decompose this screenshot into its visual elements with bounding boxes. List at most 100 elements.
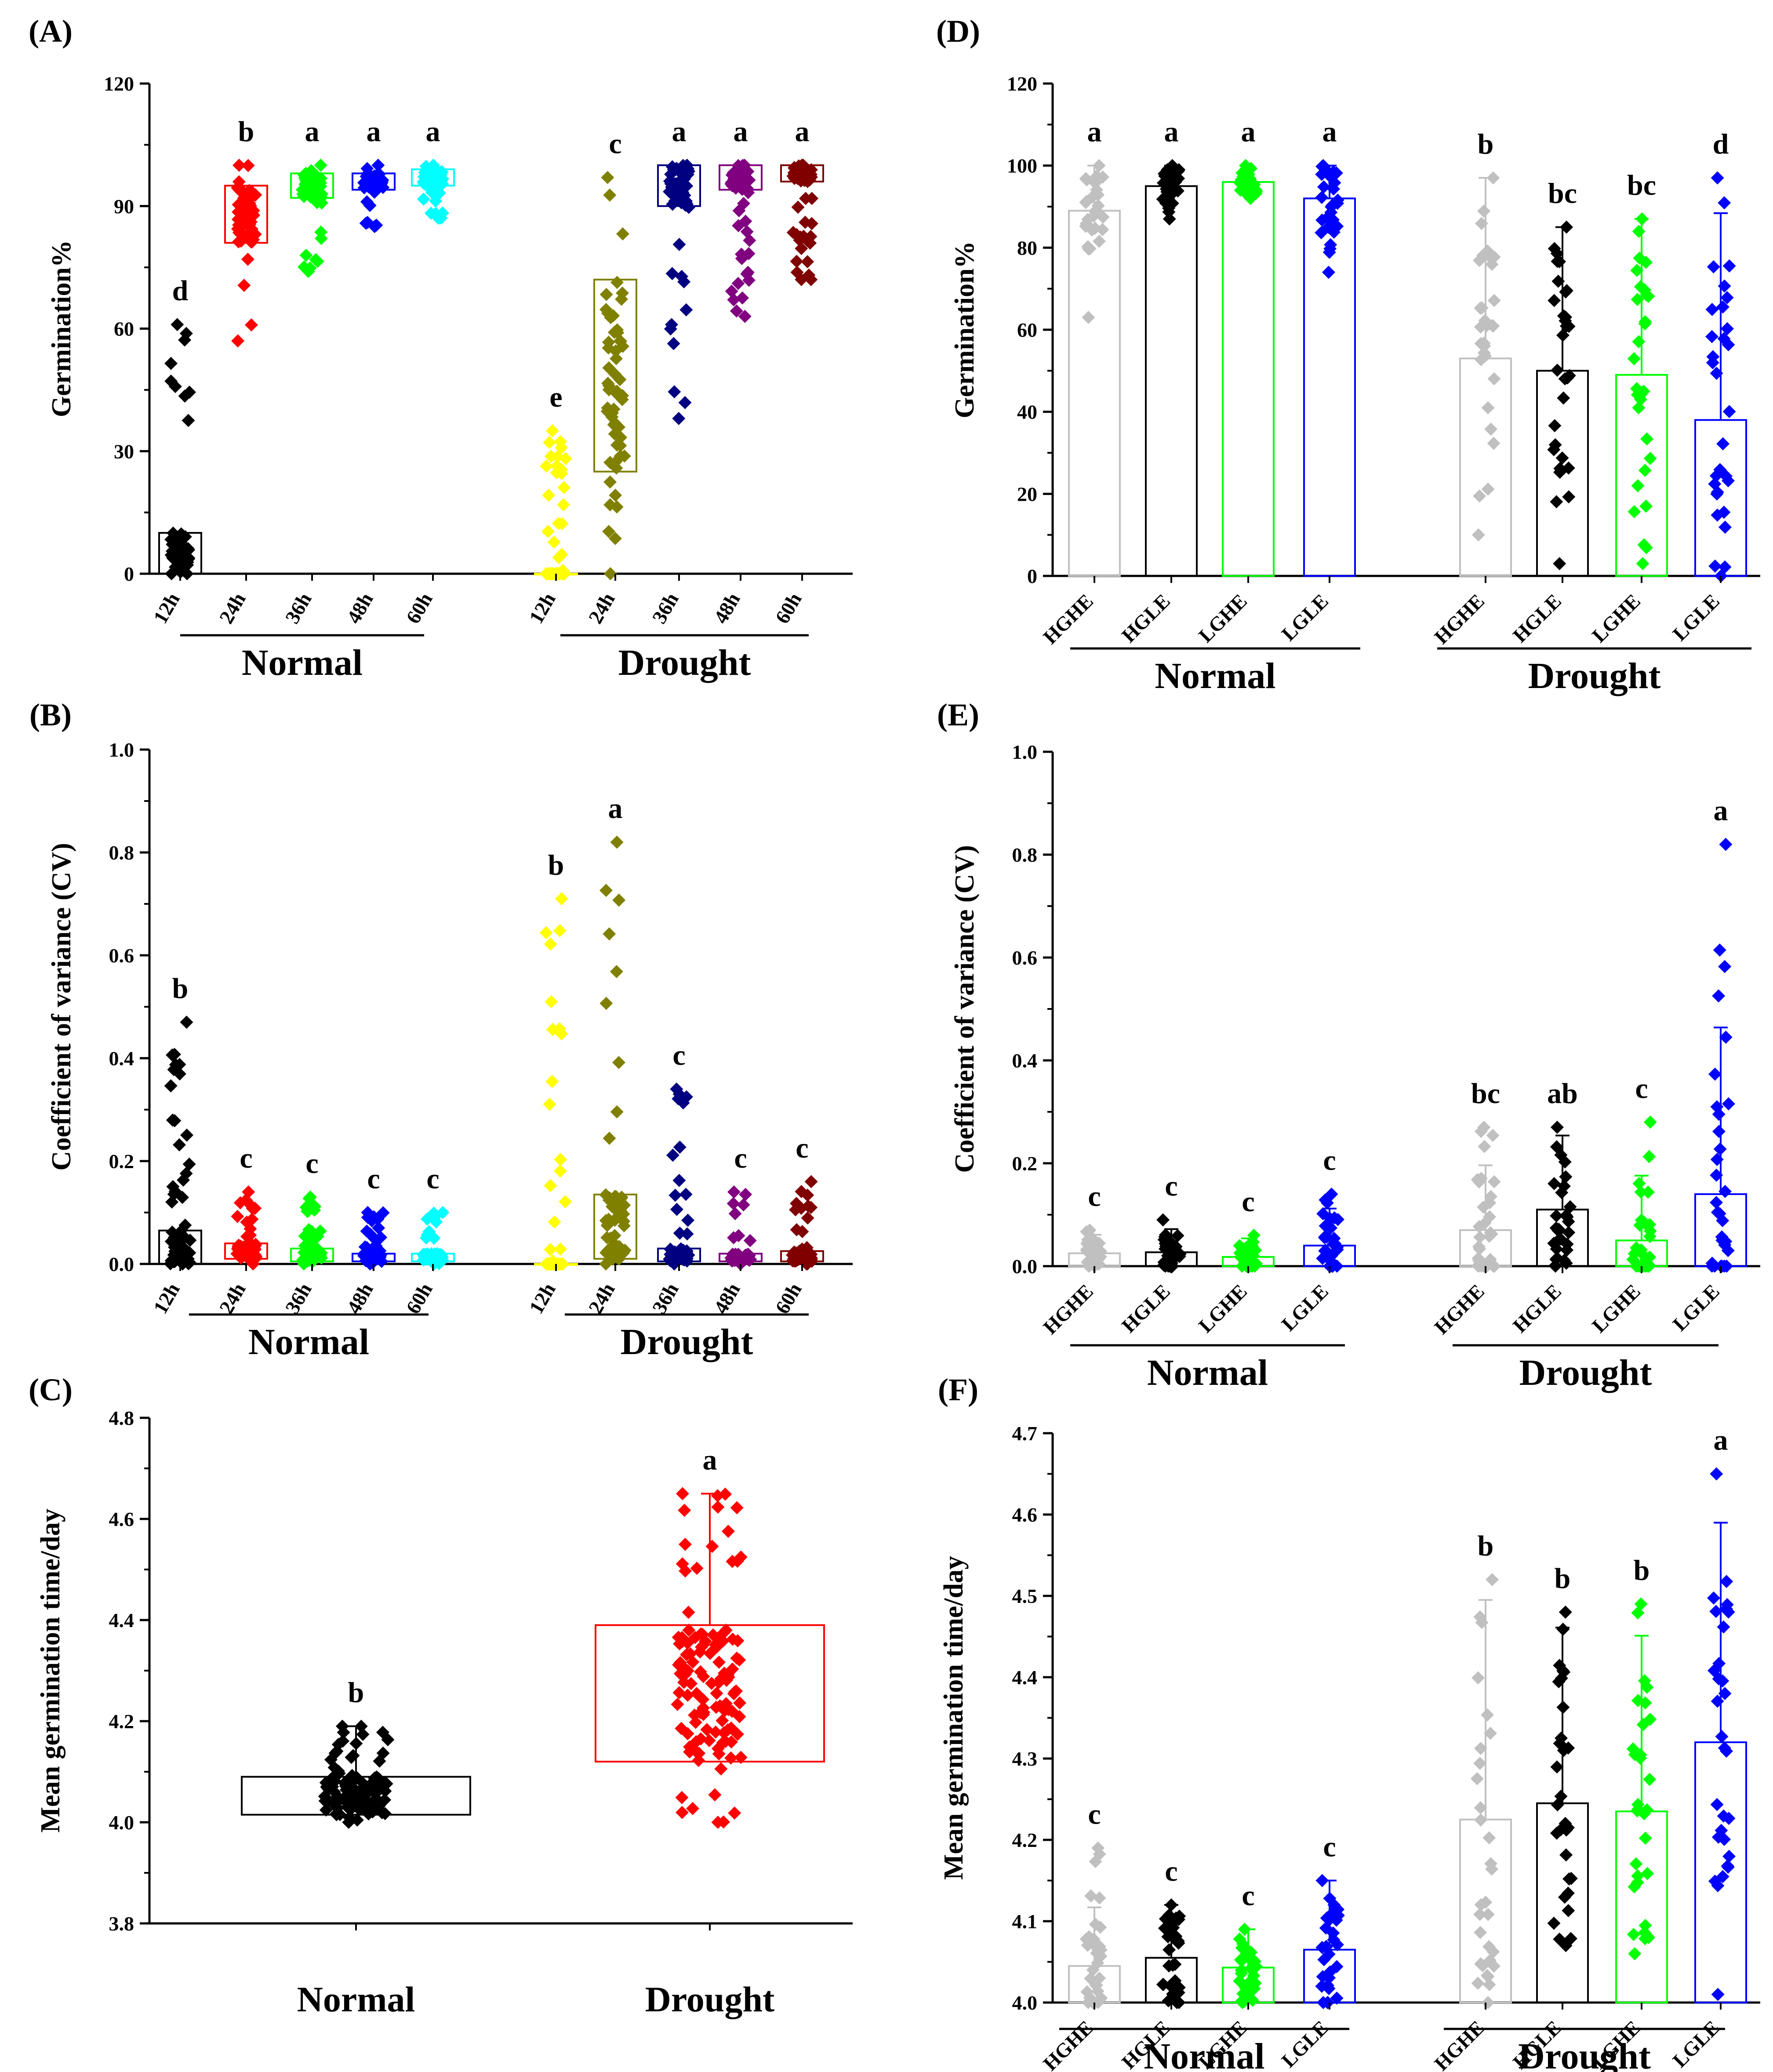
category-label: 36h: [281, 1279, 316, 1318]
data-point: [1474, 1957, 1487, 1971]
data-point: [547, 535, 561, 549]
panel-label: (A): [29, 14, 73, 49]
data-point: [672, 1174, 686, 1187]
data-point: [1555, 451, 1569, 465]
data-point: [180, 1128, 194, 1142]
data-point: [174, 1235, 187, 1249]
data-point: [694, 1706, 707, 1719]
category-label: 48h: [709, 1279, 745, 1318]
data-point: [1487, 1959, 1501, 1973]
data-point: [1089, 203, 1103, 217]
data-point: [545, 1074, 559, 1088]
data-point: [710, 1686, 723, 1700]
category-label: 48h: [342, 589, 378, 628]
data-point: [1159, 1912, 1172, 1926]
data-point: [681, 1727, 694, 1741]
data-point: [1642, 289, 1655, 303]
bar: [1145, 185, 1198, 577]
data-point: [1471, 1977, 1485, 1990]
data-point: [682, 1624, 696, 1637]
data-point: [603, 567, 617, 580]
category-label: HGHE: [1430, 1280, 1489, 1339]
data-point: [730, 304, 743, 318]
data-point: [1249, 183, 1263, 197]
data-point: [165, 1225, 179, 1239]
data-point: [1561, 371, 1574, 385]
data-point: [1315, 226, 1328, 240]
data-point: [1628, 1947, 1642, 1960]
data-point: [1632, 401, 1646, 415]
data-point: [737, 1198, 750, 1212]
data-point: [300, 176, 313, 189]
data-point: [1473, 1231, 1487, 1244]
data-point: [1318, 1231, 1331, 1245]
significance-letter: a: [795, 116, 810, 148]
data-point: [1481, 1996, 1495, 2009]
data-point: [1707, 1664, 1721, 1678]
data-point: [1483, 1726, 1497, 1740]
data-point: [793, 233, 807, 247]
series-normal-hgle: c HGLE: [1117, 1170, 1198, 1337]
data-point: [719, 1697, 733, 1711]
data-point: [617, 1207, 630, 1221]
panel-a: (A) 0 30 60 90 120 Germination% d 12h b 24h a 36h a 48…: [29, 14, 853, 683]
data-point: [1556, 1701, 1570, 1714]
data-point: [182, 414, 195, 427]
data-point: [733, 1696, 747, 1710]
data-point: [1483, 250, 1497, 264]
data-point: [1557, 391, 1570, 405]
data-point: [610, 438, 624, 452]
series-drought-hghe: b HGHE: [1430, 128, 1512, 648]
data-point: [1474, 1801, 1487, 1815]
data-point: [801, 1247, 814, 1261]
data-point: [1478, 1216, 1492, 1230]
data-point: [790, 1197, 803, 1210]
data-point: [1168, 1958, 1182, 1971]
data-point: [1486, 171, 1500, 185]
data-point: [705, 1677, 719, 1690]
data-point: [675, 1806, 689, 1819]
data-point: [731, 1254, 745, 1268]
group-label: Drought: [621, 1322, 753, 1362]
data-point: [671, 1697, 684, 1711]
data-point: [1551, 364, 1564, 377]
category-label: 12h: [525, 1279, 560, 1318]
data-point: [1711, 1205, 1724, 1219]
data-point: [1094, 1920, 1107, 1934]
data-point: [424, 207, 438, 220]
data-point: [352, 1802, 366, 1816]
series-normal-lghe: a LGHE: [1194, 116, 1275, 647]
data-point: [741, 186, 755, 200]
data-point: [231, 1209, 244, 1223]
data-point: [559, 1195, 572, 1209]
data-point: [1163, 1943, 1176, 1956]
significance-letter: c: [672, 1039, 685, 1071]
data-point: [1161, 1930, 1175, 1944]
data-point: [714, 1762, 728, 1776]
y-tick-label: 4.2: [109, 1710, 134, 1733]
data-point: [1331, 193, 1344, 207]
significance-letter: a: [1241, 116, 1256, 148]
data-point: [1562, 490, 1576, 504]
data-point: [1323, 242, 1337, 255]
data-point: [1082, 242, 1095, 256]
data-point: [614, 292, 628, 306]
panel-label: (C): [29, 1372, 73, 1407]
data-point: [179, 327, 193, 340]
data-point: [696, 1628, 709, 1641]
significance-letter: c: [1323, 1831, 1336, 1863]
data-point: [1719, 470, 1733, 483]
data-point: [1708, 559, 1722, 573]
data-point: [303, 261, 317, 275]
category-label: HGHE: [1039, 2016, 1097, 2072]
data-point: [1327, 1231, 1341, 1245]
data-point: [610, 835, 624, 849]
significance-letter: b: [238, 116, 254, 148]
category-label: Drought: [645, 1979, 775, 2019]
data-point: [672, 411, 686, 425]
category-label: HGLE: [1117, 1280, 1174, 1337]
data-point: [1236, 170, 1250, 183]
data-point: [541, 524, 555, 538]
series-normal-48h: c 48h: [342, 1163, 396, 1318]
data-point: [606, 406, 619, 420]
